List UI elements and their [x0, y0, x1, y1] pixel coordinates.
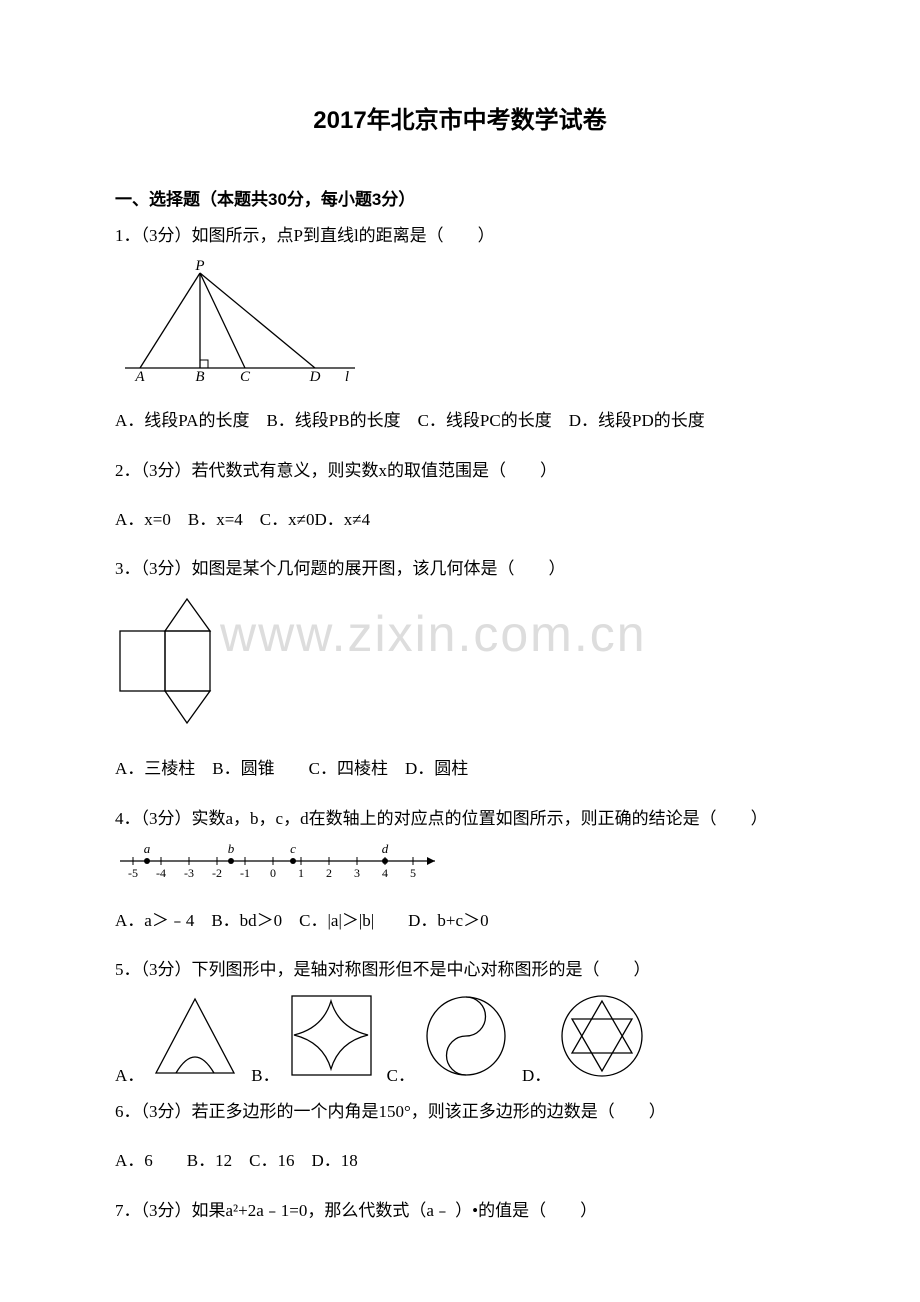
svg-text:b: b [228, 841, 235, 856]
q5-fig-c [419, 991, 514, 1092]
q7-stem: 7．（3分）如果a²+2a﹣1=0，那么代数式（a﹣ ）•的值是（ ） [115, 1195, 805, 1227]
svg-text:A: A [134, 369, 145, 383]
svg-text:a: a [144, 841, 151, 856]
svg-text:1: 1 [298, 866, 304, 880]
q5-fig-d [555, 991, 650, 1092]
section-header: 一、选择题（本题共30分，每小题3分） [115, 185, 805, 210]
q5-fig-b [284, 991, 379, 1092]
svg-text:4: 4 [382, 866, 388, 880]
q4-options: A．a＞﹣4 B．bd＞0 C．|a|＞|b| D．b+c＞0 [115, 905, 805, 937]
svg-text:-3: -3 [184, 866, 194, 880]
q5-label-a: A． [115, 1060, 144, 1092]
q5-label-b: B． [251, 1060, 279, 1092]
q6-stem: 6．（3分）若正多边形的一个内角是150°，则该正多边形的边数是（ ） [115, 1096, 805, 1128]
svg-text:-2: -2 [212, 866, 222, 880]
q5-fig-a [148, 991, 243, 1092]
svg-text:D: D [309, 369, 321, 383]
q6-options: A．6 B．12 C．16 D．18 [115, 1145, 805, 1177]
q1-figure: P A B C D l [115, 258, 805, 388]
svg-text:2: 2 [326, 866, 332, 880]
q5-label-c: C． [387, 1060, 415, 1092]
svg-text:-4: -4 [156, 866, 166, 880]
q3-stem: 3．（3分）如图是某个几何题的展开图，该几何体是（ ） [115, 553, 805, 585]
q3-figure [115, 591, 805, 736]
svg-text:d: d [382, 841, 389, 856]
q5-label-d: D． [522, 1060, 551, 1092]
q2-options: A．x=0 B．x=4 C．x≠0D．x≠4 [115, 504, 805, 536]
svg-text:3: 3 [354, 866, 360, 880]
svg-text:C: C [240, 369, 251, 383]
svg-text:0: 0 [270, 866, 276, 880]
q4-stem: 4．（3分）实数a，b，c，d在数轴上的对应点的位置如图所示，则正确的结论是（ … [115, 803, 805, 835]
svg-text:-1: -1 [240, 866, 250, 880]
q5-stem: 5．（3分）下列图形中，是轴对称图形但不是中心对称图形的是（ ） [115, 954, 805, 986]
svg-text:P: P [194, 258, 204, 274]
q1-stem: 1．（3分）如图所示，点P到直线l的距离是（ ） [115, 220, 805, 252]
q1-options: A．线段PA的长度 B．线段PB的长度 C．线段PC的长度 D．线段PD的长度 [115, 405, 805, 437]
svg-text:-5: -5 [128, 866, 138, 880]
svg-text:5: 5 [410, 866, 416, 880]
svg-text:B: B [195, 369, 204, 383]
q3-options: A．三棱柱 B．圆锥 C．四棱柱 D．圆柱 [115, 753, 805, 785]
svg-text:c: c [290, 841, 296, 856]
q2-stem: 2．（3分）若代数式有意义，则实数x的取值范围是（ ） [115, 455, 805, 487]
page-title: 2017年北京市中考数学试卷 [115, 100, 805, 135]
svg-text:l: l [345, 369, 349, 383]
q5-options: A． B． C． D． [115, 991, 805, 1092]
q4-figure: -5 -4 -3 -2 -1 0 1 2 3 4 5 a b c d [115, 841, 805, 888]
